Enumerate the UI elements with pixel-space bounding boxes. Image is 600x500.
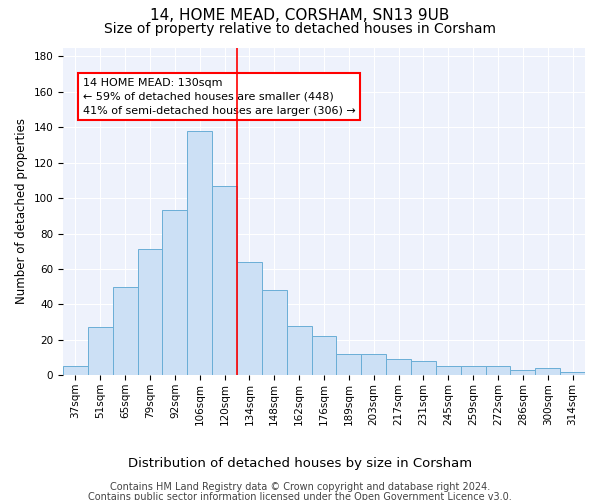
Text: Size of property relative to detached houses in Corsham: Size of property relative to detached ho… [104,22,496,36]
Bar [411,361,436,375]
Bar [137,250,163,375]
Text: Contains public sector information licensed under the Open Government Licence v3: Contains public sector information licen… [88,492,512,500]
Bar [237,262,262,375]
Bar [511,370,535,375]
Bar [262,290,287,375]
Bar [386,360,411,375]
Bar [485,366,511,375]
Bar [187,131,212,375]
Bar [163,210,187,375]
Y-axis label: Number of detached properties: Number of detached properties [15,118,28,304]
Bar [88,328,113,375]
Text: 14, HOME MEAD, CORSHAM, SN13 9UB: 14, HOME MEAD, CORSHAM, SN13 9UB [151,8,449,22]
Bar [337,354,361,375]
Text: 14 HOME MEAD: 130sqm
← 59% of detached houses are smaller (448)
41% of semi-deta: 14 HOME MEAD: 130sqm ← 59% of detached h… [83,78,356,116]
Bar [535,368,560,375]
Bar [436,366,461,375]
Text: Distribution of detached houses by size in Corsham: Distribution of detached houses by size … [128,458,472,470]
Bar [461,366,485,375]
Bar [311,336,337,375]
Bar [361,354,386,375]
Bar [560,372,585,375]
Text: Contains HM Land Registry data © Crown copyright and database right 2024.: Contains HM Land Registry data © Crown c… [110,482,490,492]
Bar [113,286,137,375]
Bar [287,326,311,375]
Bar [63,366,88,375]
Bar [212,186,237,375]
